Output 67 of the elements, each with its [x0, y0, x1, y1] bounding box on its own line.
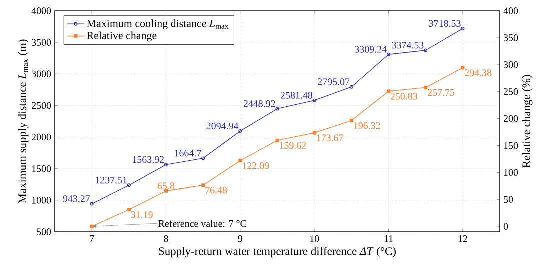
- data-label: 76.48: [206, 187, 228, 194]
- data-label: 159.62: [280, 142, 306, 149]
- data-label: 3718.53: [429, 20, 461, 28]
- y2-tick-label: 0: [504, 223, 508, 230]
- data-label: 2795.07: [318, 78, 350, 86]
- legend-label: Relative change: [87, 32, 157, 42]
- x-tick-label: 8: [164, 236, 168, 242]
- point: [350, 85, 354, 89]
- x-tick-label: 9: [238, 236, 243, 242]
- y2-axis-title: Relative change (%): [522, 75, 533, 168]
- x-axis-title: Supply-return water temperature difference ΔT (°C): [159, 247, 396, 258]
- point: [238, 130, 242, 134]
- y-tick-label: 2000: [32, 134, 52, 141]
- point: [350, 119, 354, 123]
- y2-tick-label: 200: [504, 115, 518, 122]
- data-label: 122.09: [242, 162, 270, 170]
- point: [202, 184, 206, 188]
- y2-tick-label: 250: [504, 88, 518, 96]
- data-label: 196.32: [354, 122, 380, 130]
- x-tick-label: 10: [310, 236, 320, 242]
- x-tick-label: 7: [90, 236, 94, 242]
- y-tick-label: 1000: [32, 197, 52, 204]
- y-tick-label: 1500: [32, 165, 52, 172]
- point: [461, 66, 465, 70]
- y-tick-label: 500: [37, 228, 52, 236]
- y2-tick-label: 400: [504, 8, 518, 14]
- data-label: 31.19: [131, 211, 153, 218]
- data-label: 65.8: [158, 182, 175, 190]
- point: [312, 98, 316, 102]
- y-tick-label: 3000: [32, 70, 52, 78]
- data-label: 1237.51: [96, 177, 127, 184]
- data-label: 3374.53: [392, 42, 424, 49]
- point: [127, 184, 131, 188]
- y2-tick-label: 150: [504, 142, 518, 150]
- point: [164, 163, 168, 167]
- data-label: 1664.7: [175, 150, 202, 157]
- legend-label: Maximum cooling distance L$_{max}$: [87, 20, 229, 30]
- point: [202, 156, 206, 160]
- data-label: 2581.48: [280, 92, 313, 99]
- annotation: Reference value: 7 °C: [158, 220, 246, 228]
- data-label: 1563.92: [133, 156, 164, 164]
- data-label: 2448.92: [244, 100, 276, 108]
- point: [424, 48, 428, 52]
- y-axis-title: Maximum supply distance L$_{max}$ (m): [18, 40, 29, 204]
- data-label: 257.75: [428, 89, 455, 96]
- y-tick-label: 4000: [32, 8, 52, 14]
- x-tick-label: 11: [384, 236, 393, 242]
- y-tick-label: 2500: [32, 102, 52, 110]
- data-label: 3309.24: [355, 46, 387, 53]
- data-label: 294.38: [465, 70, 492, 76]
- point: [238, 159, 242, 163]
- point: [424, 86, 428, 90]
- y2-tick-label: 100: [504, 169, 518, 176]
- point: [127, 208, 131, 212]
- x-tick-label: 12: [458, 236, 468, 242]
- y2-tick-label: 50: [504, 196, 514, 204]
- y2-tick-label: 350: [504, 34, 518, 42]
- point: [387, 52, 390, 56]
- point: [276, 107, 280, 111]
- data-label: 173.67: [317, 134, 344, 142]
- data-label: 250.83: [390, 93, 418, 100]
- data-label: 2094.94: [206, 122, 239, 130]
- point: [90, 224, 94, 228]
- y-tick-label: 3500: [32, 39, 52, 46]
- data-label: 943.27: [63, 196, 90, 202]
- point: [387, 90, 390, 94]
- y2-tick-label: 300: [504, 62, 518, 68]
